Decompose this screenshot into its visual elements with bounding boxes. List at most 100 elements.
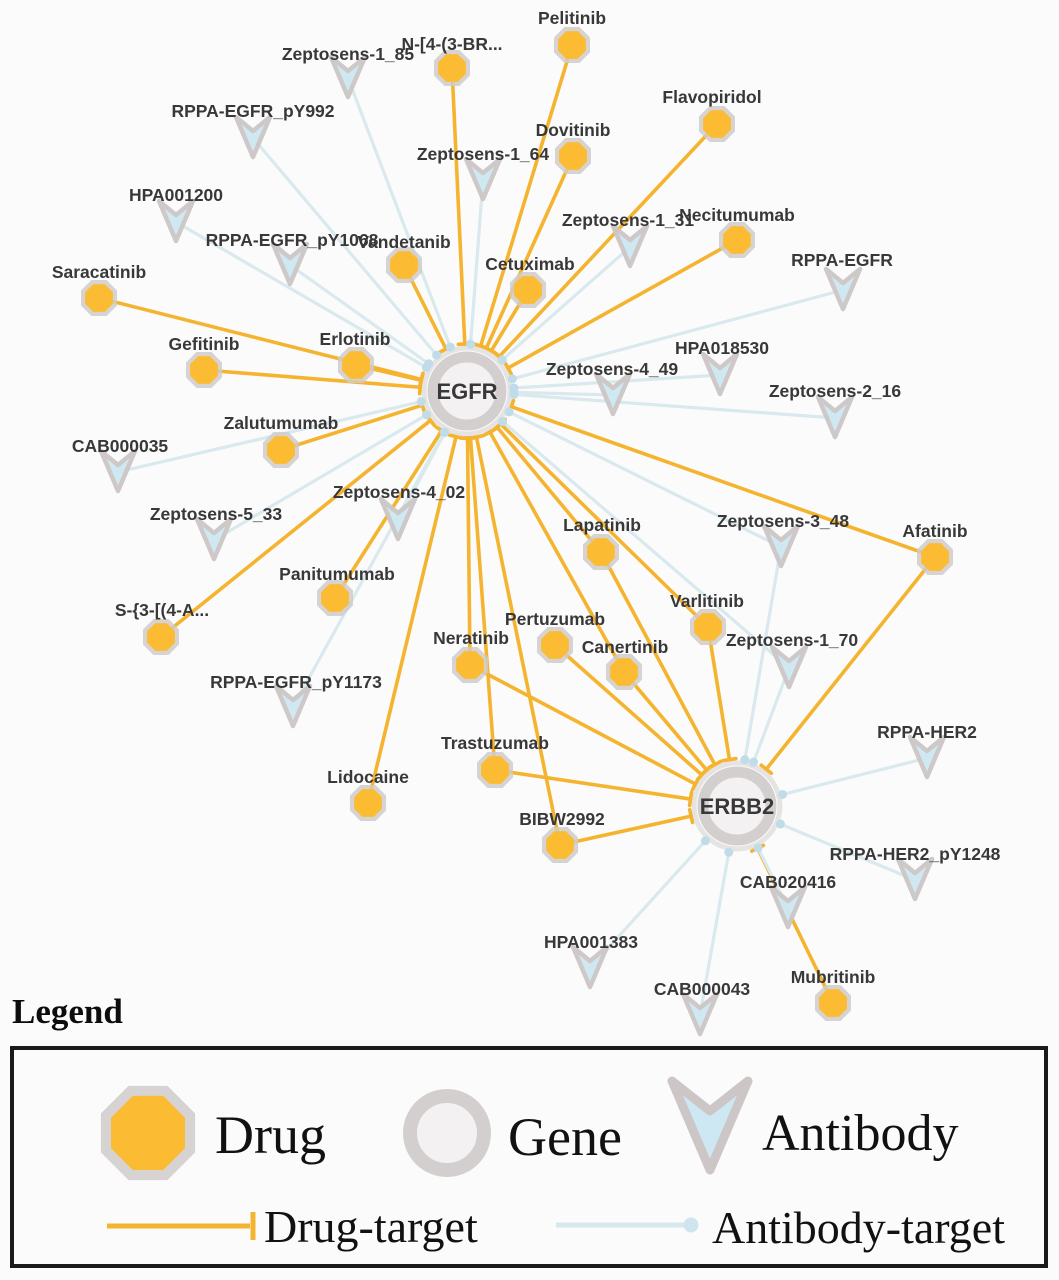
node-label: CAB000043 — [654, 979, 751, 999]
node-label: Afatinib — [902, 521, 967, 541]
drug-octagon-icon — [147, 623, 175, 651]
drug-target-edge — [488, 430, 626, 674]
markers-layer — [416, 339, 788, 857]
antibody-target-dot-icon — [775, 819, 785, 829]
drug-octagon-icon — [559, 142, 587, 170]
antibody-target-edge — [751, 666, 791, 764]
drug-target-edge — [558, 814, 693, 847]
drug-target-edge — [495, 425, 603, 554]
node-label: CAB020416 — [740, 872, 837, 892]
node-label: Gefitinib — [169, 334, 240, 354]
node-label: Canertinib — [582, 637, 669, 657]
antibody-arrow-icon — [378, 496, 418, 542]
nodes-layer — [81, 27, 953, 1037]
node-label: RPPA-HER2 — [877, 722, 977, 742]
legend-gene-label: Gene — [508, 1107, 622, 1167]
node-label: Panitumumab — [279, 564, 395, 584]
drug-target-edge — [478, 43, 574, 348]
drug-target-edge — [764, 555, 937, 772]
drug-octagon-icon — [354, 789, 382, 817]
antibody-target-edge — [512, 392, 837, 420]
drug-octagon-icon — [190, 356, 218, 384]
drug-target-edge — [279, 403, 424, 452]
antibody-target-dot-icon — [424, 359, 434, 369]
drug-octagon-icon — [819, 989, 847, 1017]
antibody-target-edge — [507, 410, 783, 549]
labels-layer: Pelitinib N-[4-(3-BR... Dovitinib Flavopiri… — [52, 8, 1001, 999]
drug-node — [386, 247, 422, 283]
antibody-target-dot-icon — [445, 342, 455, 352]
drug-octagon-icon — [456, 651, 484, 679]
node-label: HPA018530 — [675, 338, 769, 358]
legend-title: Legend — [12, 992, 123, 1031]
drug-target-edge — [202, 368, 422, 390]
antibody-arrow-icon — [273, 683, 313, 729]
antibody-target-edge — [288, 263, 431, 366]
gene-node: EGFR — [421, 345, 513, 437]
antibody-target-dot-icon — [439, 427, 449, 437]
node-label: Flavopiridol — [662, 87, 761, 107]
antibody-target-dot-icon — [683, 1217, 699, 1233]
antibody-arrow-icon — [769, 644, 809, 690]
node-label: RPPA-EGFR — [791, 250, 893, 270]
drug-octagon-icon — [514, 276, 542, 304]
node-label: Cetuximab — [485, 254, 574, 274]
drug-target-tee-icon — [482, 427, 498, 438]
drug-target-edge — [497, 122, 719, 359]
antibody-arrow-icon — [768, 884, 808, 930]
drug-octagon-icon — [111, 1095, 185, 1170]
drug-node — [555, 138, 591, 174]
antibody-target-edge — [212, 413, 429, 542]
antibody-target-dot-icon — [724, 847, 734, 857]
node-label: Necitumumab — [679, 205, 795, 225]
antibody-target-edge — [512, 373, 722, 390]
drug-node — [477, 752, 513, 788]
node-label: Zeptosens-4_49 — [546, 359, 679, 379]
node-label: Zeptosens-1_64 — [417, 144, 550, 164]
node-label: Zeptosens-1_70 — [726, 630, 859, 650]
drug-target-edge — [706, 625, 732, 762]
drug-octagon-icon — [723, 226, 751, 254]
antibody-target-edge — [500, 245, 632, 362]
drug-octagon-icon — [541, 631, 569, 659]
legend-drug-swatch — [100, 1085, 196, 1181]
drug-octagon-icon — [321, 584, 349, 612]
antibody-arrow-icon — [761, 523, 801, 569]
drug-target-edge — [599, 550, 717, 767]
drug-target-tee-icon — [417, 372, 425, 389]
antibody-arrow-icon — [895, 856, 935, 902]
node-label: RPPA-EGFR_pY1068 — [206, 230, 379, 250]
antibody-target-edge — [510, 288, 845, 381]
node-label: HPA001200 — [129, 185, 223, 205]
legend-contents: Drug Gene Antibody Drug-target Antibody-… — [100, 1076, 1005, 1253]
node-label: N-[4-(3-BR... — [401, 34, 502, 54]
antibody-target-edge — [346, 76, 452, 349]
node-label: Lapatinib — [563, 515, 641, 535]
drug-octagon-icon — [703, 110, 731, 138]
antibody-target-dot-icon — [422, 410, 432, 420]
drug-octagon-icon — [85, 284, 113, 312]
drug-octagon-icon — [267, 436, 295, 464]
legend-antibody-label: Antibody — [762, 1105, 958, 1162]
antibody-target-dot-icon — [753, 843, 763, 853]
antibody-target-dot-icon — [700, 836, 710, 846]
legend-box: Drug Gene Antibody Drug-target Antibody-… — [10, 1046, 1048, 1268]
antibody-arrow-icon — [667, 1076, 753, 1175]
antibody-arrow-icon — [823, 266, 863, 312]
drug-target-edge — [159, 418, 433, 639]
node-label: Pertuzumab — [505, 609, 605, 629]
gene-circle-icon — [403, 1089, 491, 1177]
node-label: Zeptosens-4_02 — [333, 482, 466, 502]
antibody-arrow-icon — [570, 944, 610, 990]
antibody-arrow-icon — [270, 241, 310, 287]
node-label: Trastuzumab — [441, 733, 549, 753]
drug-octagon-icon — [390, 251, 418, 279]
drug-node — [434, 50, 470, 86]
antibody-target-dot-icon — [466, 339, 476, 349]
drug-target-tee-icon — [483, 345, 499, 356]
drug-target-edge — [468, 436, 497, 772]
drug-octagon-icon — [587, 538, 615, 566]
gene-halo-icon — [691, 760, 783, 852]
drug-octagon-icon — [694, 613, 722, 641]
